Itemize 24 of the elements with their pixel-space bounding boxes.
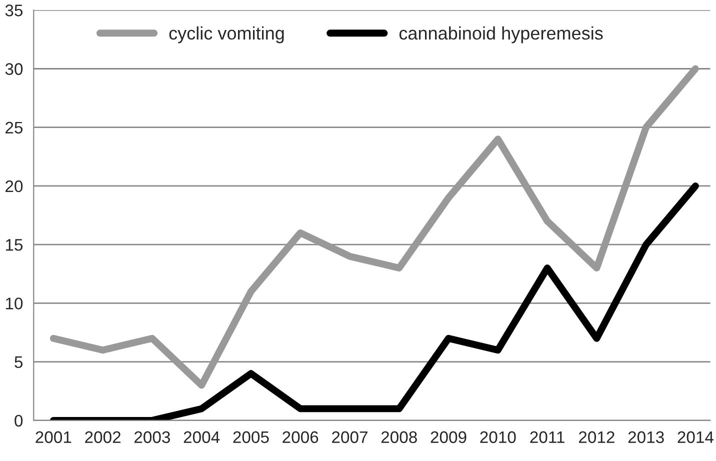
- legend-label: cannabinoid hyperemesis: [399, 26, 603, 44]
- y-tick-label: 0: [14, 414, 23, 427]
- y-tick-label: 10: [6, 298, 23, 310]
- x-tick-label: 2004: [184, 431, 220, 444]
- x-tick-label: 2010: [480, 431, 516, 444]
- y-tick-label: 30: [5, 63, 23, 75]
- y-tick-label: 20: [6, 180, 23, 192]
- x-tick-label: 2008: [381, 431, 417, 444]
- x-tick-label: 2005: [233, 431, 269, 444]
- x-tick-label: 2001: [36, 431, 72, 444]
- x-tick-label: 2012: [578, 431, 614, 444]
- x-tick-label: 2013: [628, 431, 664, 444]
- x-tick-label: 2003: [134, 431, 170, 444]
- x-tick-label: 2009: [430, 431, 466, 444]
- y-tick-label: 35: [5, 4, 23, 16]
- y-tick-label: 15: [6, 239, 23, 251]
- x-tick-label: 2014: [678, 431, 714, 444]
- legend-label: cyclic vomiting: [169, 26, 284, 44]
- y-tick-label: 5: [14, 356, 23, 368]
- x-tick-label: 2007: [332, 431, 368, 444]
- x-tick-label: 2006: [282, 431, 318, 444]
- x-tick-label: 2011: [530, 431, 564, 444]
- x-tick-label: 2002: [85, 431, 120, 444]
- y-tick-label: 25: [6, 122, 23, 134]
